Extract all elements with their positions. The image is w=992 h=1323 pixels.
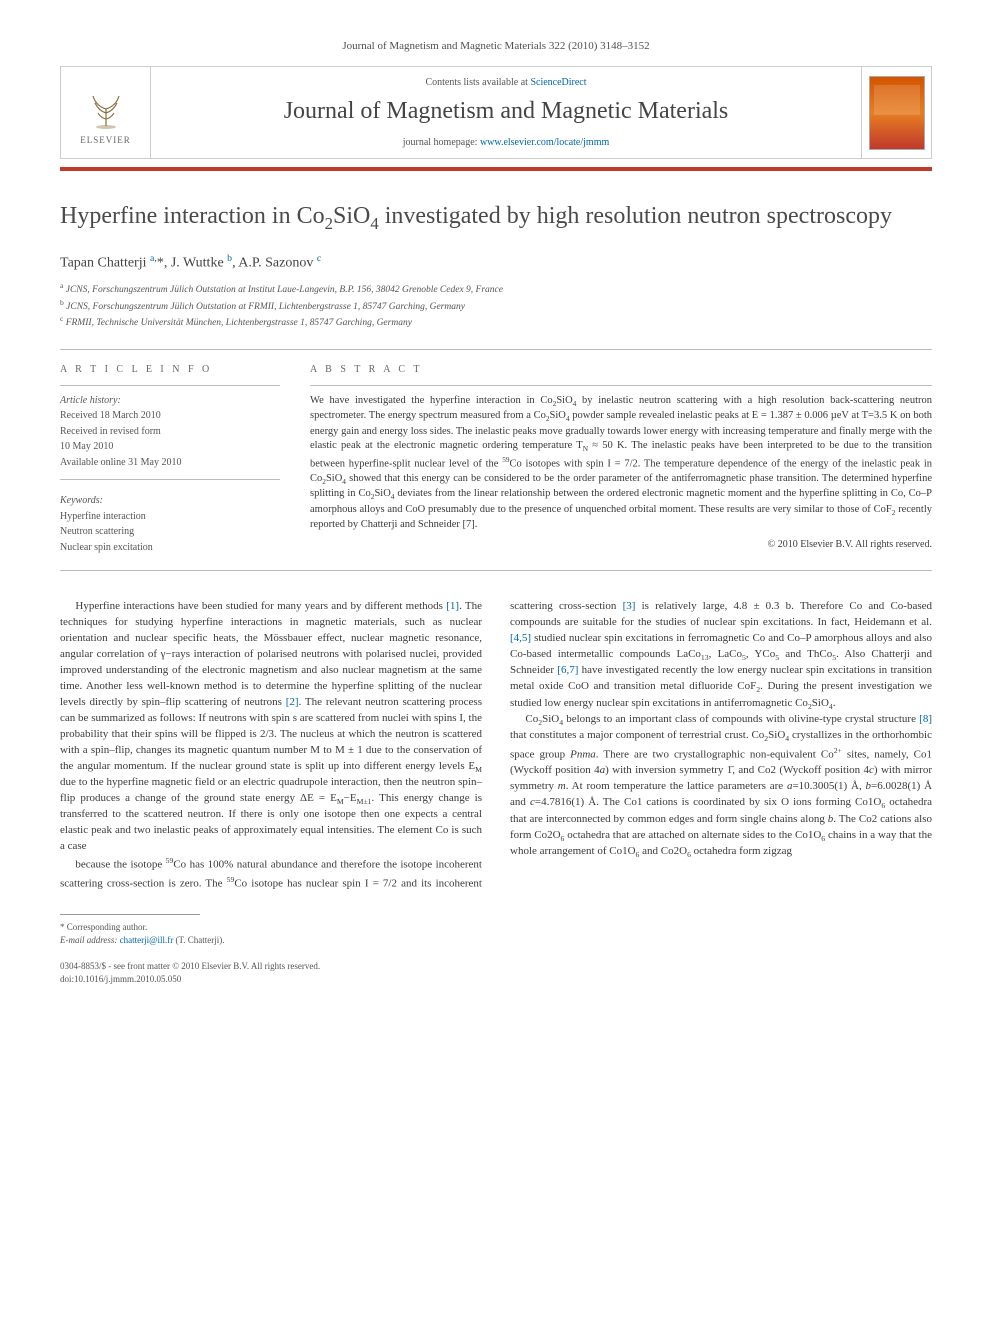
abstract-head: A B S T R A C T <box>310 364 932 375</box>
journal-header-box: ELSEVIER Contents lists available at Sci… <box>60 66 932 159</box>
red-divider-bar <box>60 167 932 171</box>
elsevier-tree-icon <box>81 81 131 131</box>
history-line: Available online 31 May 2010 <box>60 456 280 470</box>
keywords-head: Keywords: <box>60 494 280 508</box>
keyword: Hyperfine interaction <box>60 510 280 524</box>
cover-image <box>869 76 925 150</box>
abstract-block: A B S T R A C T We have investigated the… <box>310 364 932 557</box>
elsevier-logo: ELSEVIER <box>61 67 151 158</box>
history-line: 10 May 2010 <box>60 440 280 454</box>
journal-homepage-link[interactable]: www.elsevier.com/locate/jmmm <box>480 137 609 148</box>
doi-line: doi:10.1016/j.jmmm.2010.05.050 <box>60 973 932 986</box>
article-info-block: A R T I C L E I N F O Article history: R… <box>60 364 280 557</box>
header-center: Contents lists available at ScienceDirec… <box>151 67 861 158</box>
history-line: Received in revised form <box>60 425 280 439</box>
authors-line: Tapan Chatterji a,*, J. Wuttke b, A.P. S… <box>60 253 932 272</box>
abstract-copyright: © 2010 Elsevier B.V. All rights reserved… <box>310 539 932 550</box>
journal-cover-thumb <box>861 67 931 158</box>
article-info-head: A R T I C L E I N F O <box>60 364 280 375</box>
sciencedirect-link[interactable]: ScienceDirect <box>530 77 586 88</box>
body-columns: Hyperfine interactions have been studied… <box>60 599 932 892</box>
footnote-divider <box>60 914 200 915</box>
front-matter-line: 0304-8853/$ - see front matter © 2010 El… <box>60 960 932 973</box>
doi-block: 0304-8853/$ - see front matter © 2010 El… <box>60 960 932 985</box>
body-para: Co2SiO4 belongs to an important class of… <box>510 712 932 860</box>
journal-title: Journal of Magnetism and Magnetic Materi… <box>284 98 729 125</box>
elsevier-wordmark: ELSEVIER <box>80 135 131 145</box>
keyword: Neutron scattering <box>60 525 280 539</box>
affiliation: b JCNS, Forschungszentrum Jülich Outstat… <box>60 298 932 314</box>
abstract-text: We have investigated the hyperfine inter… <box>310 394 932 533</box>
corresponding-author: * Corresponding author. <box>60 921 932 934</box>
affiliation: a JCNS, Forschungszentrum Jülich Outstat… <box>60 281 932 297</box>
email-line: E-mail address: chatterji@ill.fr (T. Cha… <box>60 934 932 947</box>
keyword: Nuclear spin excitation <box>60 541 280 555</box>
body-para: Hyperfine interactions have been studied… <box>60 599 482 855</box>
journal-reference: Journal of Magnetism and Magnetic Materi… <box>342 40 649 52</box>
divider <box>60 570 932 571</box>
history-head: Article history: <box>60 394 280 408</box>
footnotes-block: * Corresponding author. E-mail address: … <box>60 921 932 946</box>
affiliations-block: a JCNS, Forschungszentrum Jülich Outstat… <box>60 281 932 330</box>
journal-reference-line: Journal of Magnetism and Magnetic Materi… <box>60 40 932 52</box>
contents-line: Contents lists available at ScienceDirec… <box>425 77 586 88</box>
homepage-line: journal homepage: www.elsevier.com/locat… <box>403 137 610 148</box>
affiliation: c FRMII, Technische Universität München,… <box>60 314 932 330</box>
author-email-link[interactable]: chatterji@ill.fr <box>120 935 174 945</box>
meta-abstract-row: A R T I C L E I N F O Article history: R… <box>60 364 932 557</box>
article-title: Hyperfine interaction in Co2SiO4 investi… <box>60 201 932 235</box>
divider <box>60 349 932 350</box>
history-line: Received 18 March 2010 <box>60 409 280 423</box>
